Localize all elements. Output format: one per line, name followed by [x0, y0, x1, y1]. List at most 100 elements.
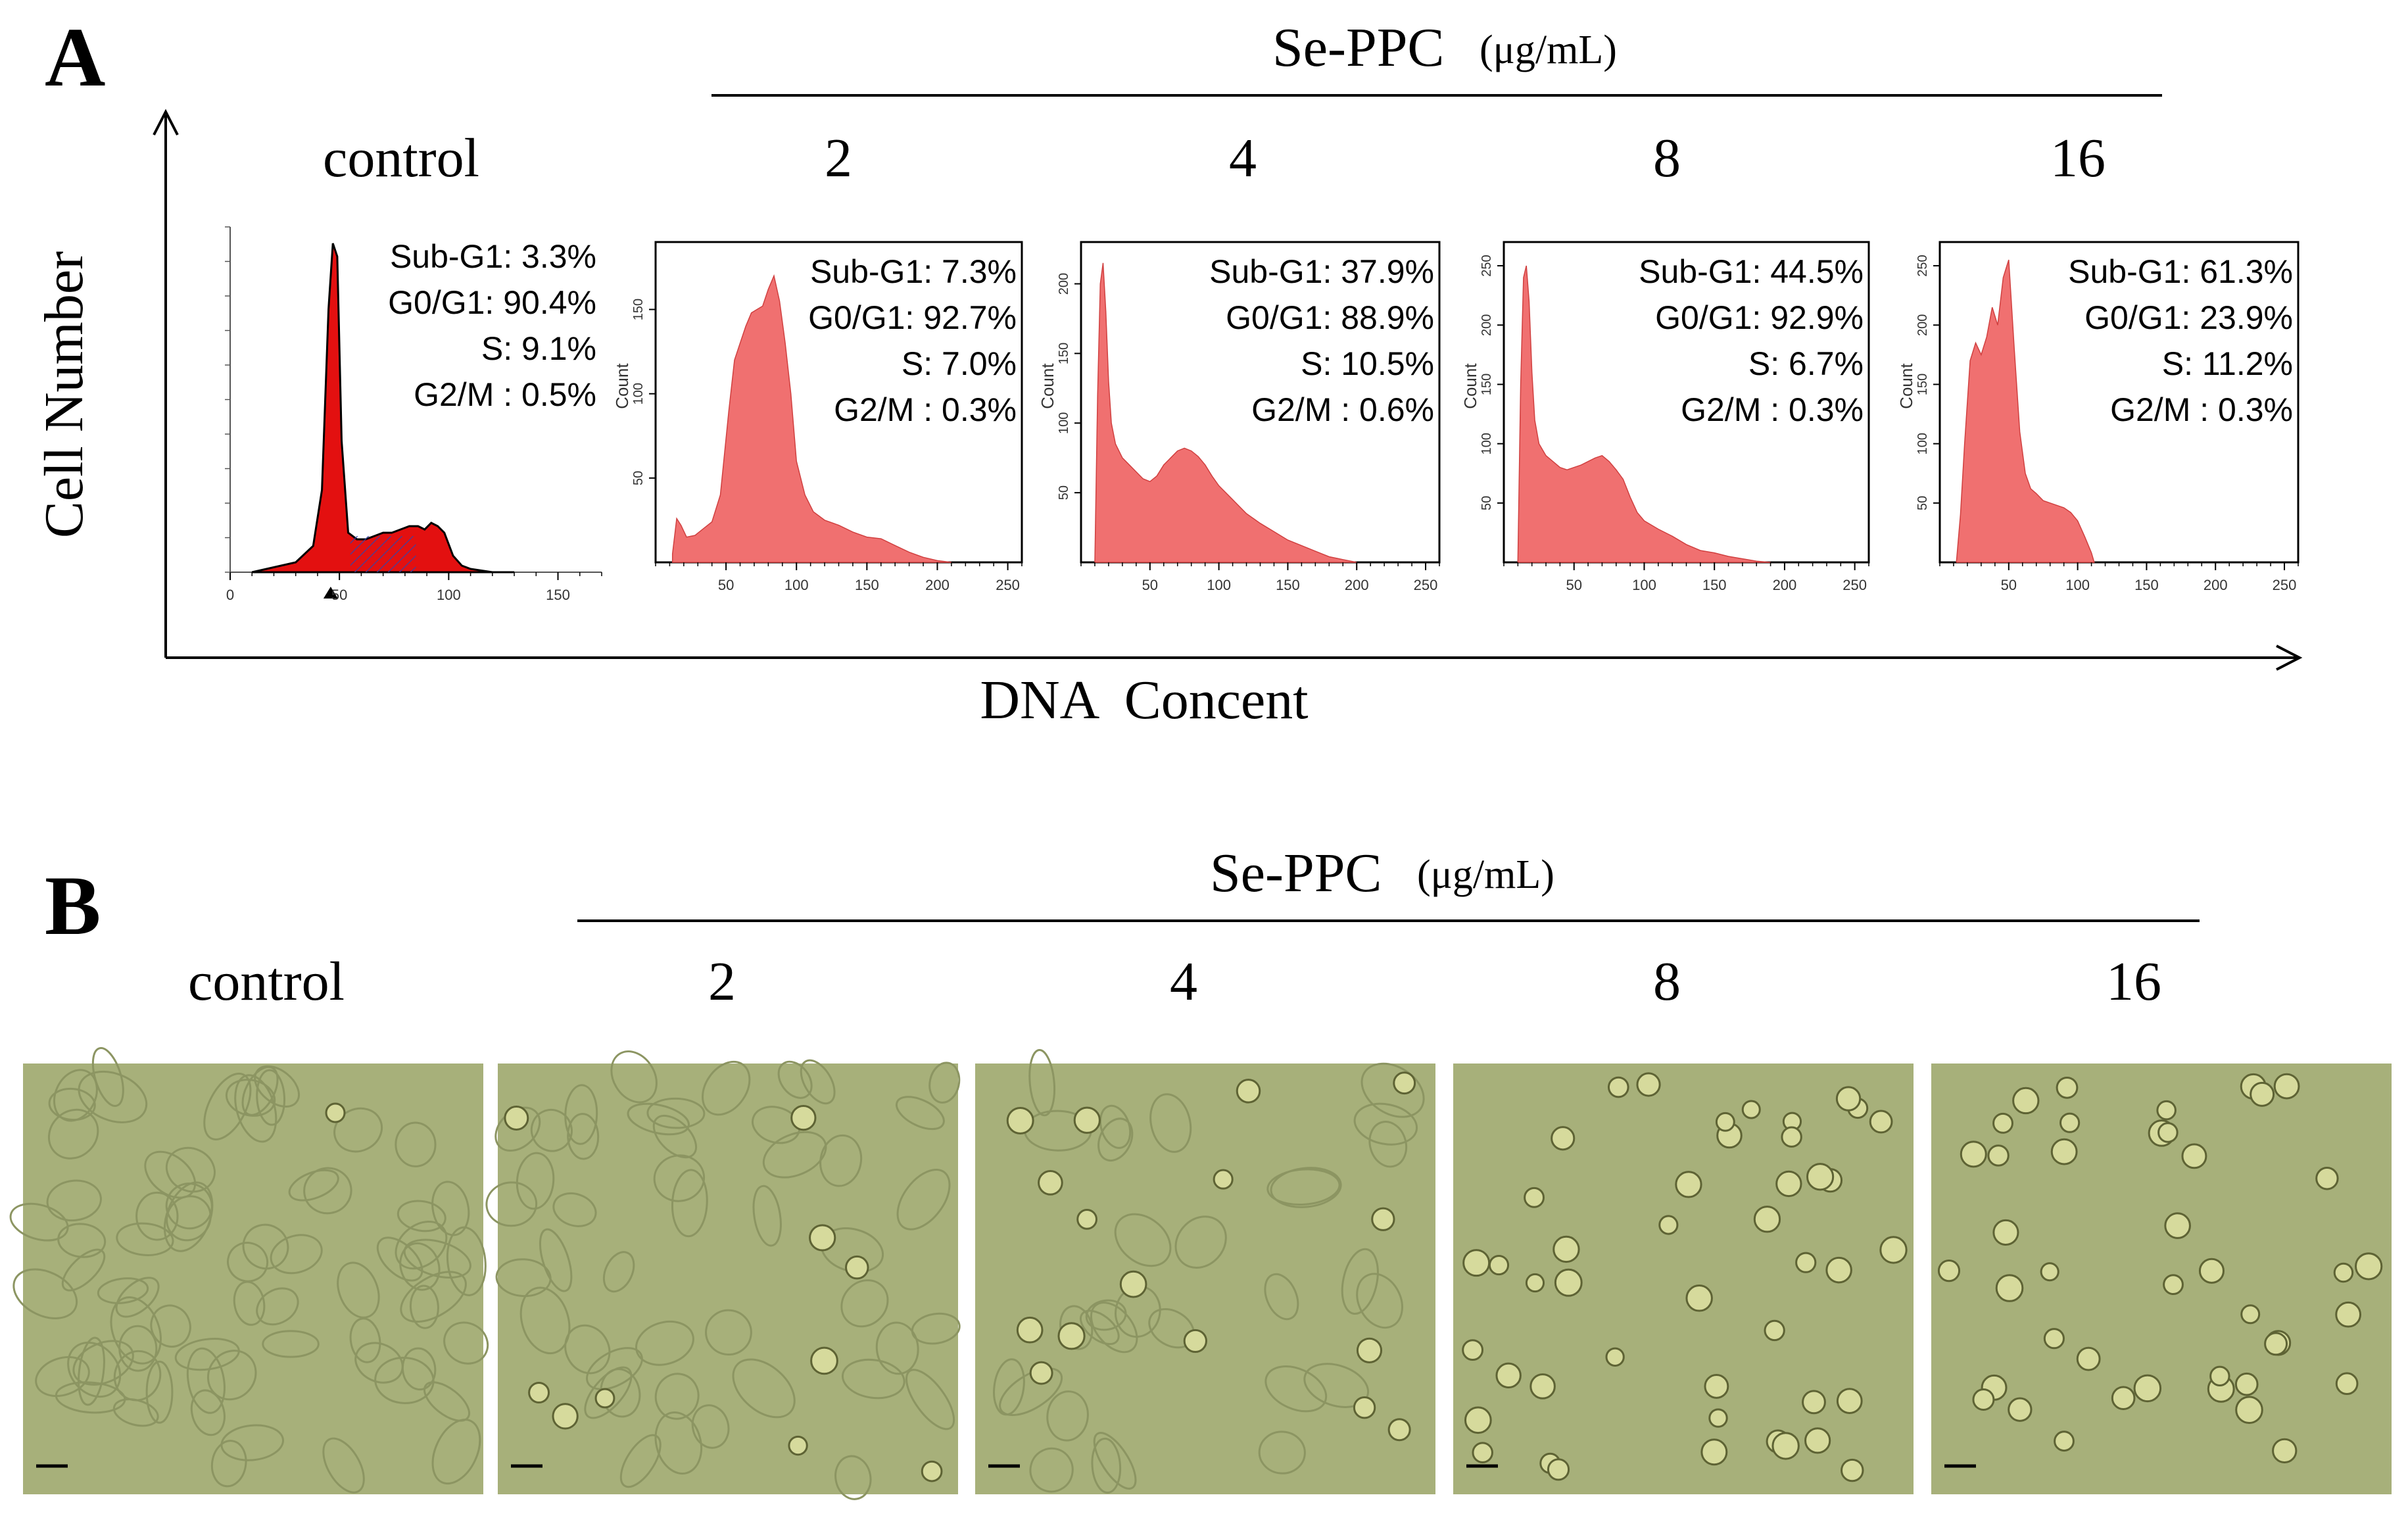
adherent-cell	[190, 1389, 226, 1436]
rounded-cell	[1371, 1207, 1395, 1231]
rounded-cell	[2157, 1122, 2179, 1143]
histogram-2: 50 100 150 200 250 50 100 150 Count Sub-G1: 7.3% G…	[612, 241, 1023, 593]
stat-s: S: 11.2%	[2162, 345, 2293, 382]
y-axis-label-count: Count	[1460, 363, 1480, 409]
flow-cytometry-histograms: 0 50 100 150 Sub-G1: 3.3% G0/G1: 90.4% S: 9.1%…	[225, 226, 2300, 603]
x-tick-label-150: 150	[2134, 577, 2159, 593]
adherent-cell	[376, 1236, 423, 1282]
rounded-cell	[594, 1388, 615, 1409]
x-tick-label-150: 150	[1276, 577, 1300, 593]
adherent-cell	[333, 1107, 383, 1153]
y-tick-label-200: 200	[1480, 314, 1494, 336]
x-tick-label-200: 200	[1773, 577, 1797, 593]
rounded-cell	[2040, 1262, 2059, 1282]
panel-b-group-labels: control 2 4 8 16	[188, 951, 2161, 1012]
adherent-cell	[1353, 1102, 1418, 1146]
adherent-cell	[602, 1251, 635, 1293]
x-tick-label-50: 50	[1566, 577, 1581, 593]
adherent-cell	[115, 1277, 160, 1318]
panel-a-group-labels: control 2 4 8 16	[323, 128, 2106, 189]
rounded-cell	[921, 1460, 943, 1482]
rounded-cell	[1393, 1071, 1416, 1095]
adherent-cell	[145, 1360, 174, 1424]
adherent-cell	[322, 1437, 365, 1494]
adherent-cell	[1258, 1430, 1306, 1475]
rounded-cell	[2163, 1274, 2184, 1296]
rounded-cell	[2209, 1365, 2230, 1387]
x-tick-label-100: 100	[784, 577, 809, 593]
rounded-cell	[1987, 1144, 2010, 1167]
rounded-cell	[1992, 1112, 2013, 1134]
rounded-cell	[1802, 1390, 1826, 1415]
adherent-cell	[1174, 1215, 1227, 1269]
rounded-cell	[2012, 1087, 2040, 1115]
rounded-cell	[1771, 1432, 1800, 1460]
adherent-cell	[896, 1168, 951, 1231]
y-tick-label-200: 200	[1057, 273, 1071, 295]
adherent-cell	[165, 1183, 213, 1230]
adherent-cell	[495, 1258, 552, 1298]
adherent-cell	[619, 1434, 662, 1488]
rounded-cell	[2156, 1100, 2177, 1121]
rounded-cell	[1213, 1169, 1234, 1190]
histogram-area	[251, 243, 515, 574]
adherent-cell	[135, 1191, 179, 1241]
adherent-cell	[203, 1072, 252, 1140]
adherent-cell	[47, 1108, 99, 1160]
rounded-cell	[2264, 1332, 2288, 1356]
rounded-cell	[1356, 1337, 1383, 1363]
group-label-4: 4	[1229, 128, 1257, 189]
group-label-control: control	[188, 951, 345, 1012]
rounded-cell	[1869, 1110, 1893, 1134]
rounded-cell	[1236, 1079, 1261, 1104]
adherent-cell	[144, 1150, 197, 1199]
rounded-cell	[1462, 1249, 1491, 1277]
adherent-cell	[911, 1312, 961, 1345]
adherent-cell	[186, 1347, 226, 1414]
x-tick-label-150: 150	[1702, 577, 1727, 593]
stat-g2m: G2/M : 0.5%	[414, 376, 596, 413]
rounded-cell	[2198, 1258, 2225, 1284]
adherent-cell	[1303, 1363, 1370, 1408]
stat-g0g1: G0/G1: 88.9%	[1226, 299, 1434, 336]
rounded-cell	[1806, 1163, 1835, 1191]
rounded-cell	[504, 1106, 529, 1131]
adherent-cell	[12, 1268, 78, 1319]
adherent-cell	[652, 1115, 698, 1159]
adherent-cell	[9, 1202, 69, 1242]
group-label-control: control	[323, 128, 479, 189]
adherent-cell	[834, 1455, 872, 1500]
rounded-cell	[1795, 1252, 1817, 1273]
adherent-cell	[896, 1096, 945, 1131]
adherent-cell	[840, 1279, 889, 1328]
x-tick-label-250: 250	[1842, 577, 1867, 593]
rounded-cell	[1972, 1388, 1995, 1411]
adherent-cell	[654, 1373, 700, 1420]
rounded-cell	[2050, 1138, 2078, 1165]
adherent-cell	[349, 1317, 381, 1363]
s-phase-region	[350, 536, 416, 572]
histogram-16: 50 100 150 200 250 50 100 150 200 250 Count Sub-G1:…	[1896, 241, 2300, 593]
rounded-cell	[2315, 1167, 2339, 1190]
adherent-cell	[586, 1347, 643, 1390]
rounded-cell	[1488, 1254, 1510, 1276]
rounded-cell	[1764, 1319, 1785, 1342]
y-axis-label-count: Count	[1038, 363, 1057, 409]
rounded-cell	[2240, 1304, 2261, 1325]
rounded-cell	[1119, 1270, 1147, 1298]
rounded-cell	[1879, 1236, 1908, 1264]
histogram-area	[671, 274, 951, 563]
adherent-cell	[337, 1261, 380, 1319]
x-tick-label-100: 100	[1632, 577, 1656, 593]
y-tick-label-100: 100	[1057, 412, 1071, 434]
adherent-cell	[241, 1065, 279, 1116]
adherent-cell	[777, 1060, 813, 1099]
rounded-cell	[2335, 1301, 2362, 1328]
adherent-cell	[752, 1185, 782, 1247]
adherent-cell	[1361, 1062, 1425, 1118]
adherent-cell	[220, 1424, 284, 1461]
adherent-cell	[762, 1131, 827, 1179]
group-label-4: 4	[1170, 951, 1197, 1012]
rounded-cell	[2333, 1262, 2354, 1283]
rounded-cell	[1073, 1106, 1101, 1134]
